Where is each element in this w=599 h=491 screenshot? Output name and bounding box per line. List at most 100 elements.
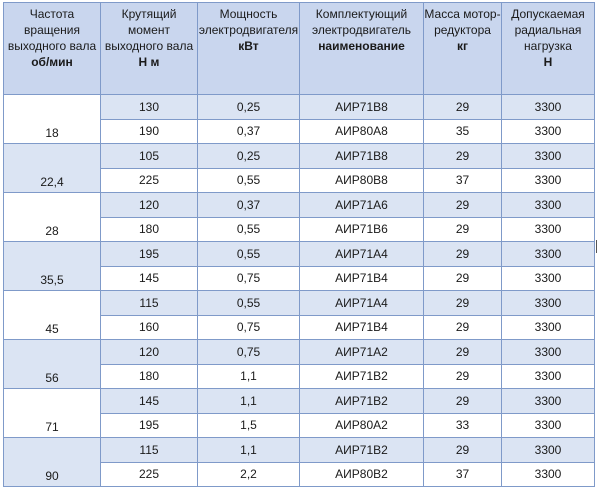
torque-cell: 180 (100, 363, 198, 389)
motor-model-cell: АИР71В8 (299, 143, 424, 169)
radial-load-cell: 3300 (501, 437, 595, 463)
torque-cell: 190 (100, 118, 198, 144)
power-cell: 0,55 (197, 167, 300, 193)
speed-cell: 22,4 (3, 143, 101, 193)
header-row: Частота вращения выходного вала об/мин Кр… (3, 2, 595, 95)
motor-model-cell: АИР71А2 (299, 339, 424, 365)
table-row: 145 0,75 АИР71В4 29 3300 (4, 265, 595, 291)
power-cell: 1,1 (197, 363, 300, 389)
torque-cell: 195 (100, 412, 198, 438)
header-text: Комплектующий электродвигатель (312, 7, 411, 37)
radial-load-cell: 3300 (501, 290, 595, 316)
header-unit: кВт (238, 39, 259, 53)
torque-cell: 225 (100, 167, 198, 193)
radial-load-cell: 3300 (501, 339, 595, 365)
radial-load-cell: 3300 (501, 241, 595, 267)
torque-cell: 130 (100, 94, 198, 120)
speed-cell: 56 (3, 339, 101, 389)
radial-load-cell: 3300 (501, 94, 595, 120)
table-row: 190 0,37 АИР80А8 35 3300 (4, 118, 595, 144)
power-cell: 1,1 (197, 388, 300, 414)
speed-cell: 45 (3, 290, 101, 340)
power-cell: 1,1 (197, 437, 300, 463)
header-unit: Н м (138, 55, 160, 69)
motor-model-cell: АИР71В2 (299, 363, 424, 389)
header-unit: об/мин (31, 55, 73, 69)
table-row: 18 130 0,25 АИР71В8 29 3300 (3, 94, 595, 144)
table-row: 90 115 1,1 АИР71В2 29 3300 (3, 437, 595, 487)
mass-cell: 35 (423, 118, 502, 144)
motor-model-cell: АИР71А4 (299, 290, 424, 316)
power-cell: 0,75 (197, 265, 300, 291)
header-text: Частота вращения выходного вала (7, 7, 97, 53)
mass-cell: 29 (423, 363, 502, 389)
motor-model-cell: АИР71В4 (299, 314, 424, 340)
radial-load-cell: 3300 (501, 363, 595, 389)
header-unit: кг (456, 39, 468, 53)
power-cell: 0,25 (197, 143, 300, 169)
power-cell: 0,55 (197, 241, 300, 267)
radial-load-cell: 3300 (501, 167, 595, 193)
motor-model-cell: АИР80А2 (299, 412, 424, 438)
table-row: 35,5 195 0,55 АИР71А4 29 3300 (3, 241, 595, 291)
table-row: 225 2,2 АИР80В2 37 3300 (4, 461, 595, 487)
radial-load-cell: 3300 (501, 412, 595, 438)
mass-cell: 37 (423, 167, 502, 193)
motor-model-cell: АИР71В6 (299, 216, 424, 242)
table-row: 225 0,55 АИР80В8 37 3300 (4, 167, 595, 193)
motor-model-cell: АИР80В2 (299, 461, 424, 487)
mass-cell: 29 (423, 339, 502, 365)
torque-cell: 180 (100, 216, 198, 242)
mass-cell: 29 (423, 437, 502, 463)
motor-model-cell: АИР71А4 (299, 241, 424, 267)
header-output-speed: Частота вращения выходного вала об/мин (3, 2, 101, 95)
mass-cell: 29 (423, 192, 502, 218)
speed-cell: 35,5 (3, 241, 101, 291)
radial-load-cell: 3300 (501, 388, 595, 414)
radial-load-cell: 3300 (501, 192, 595, 218)
mass-cell: 33 (423, 412, 502, 438)
mass-cell: 29 (423, 94, 502, 120)
header-text: Масса мотор-редуктора (424, 7, 501, 37)
mass-cell: 29 (423, 290, 502, 316)
header-unit: наименование (318, 39, 405, 53)
speed-cell: 18 (3, 94, 101, 144)
motor-model-cell: АИР71В2 (299, 388, 424, 414)
torque-cell: 160 (100, 314, 198, 340)
table-row: 195 1,5 АИР80А2 33 3300 (4, 412, 595, 438)
power-cell: 0,75 (197, 339, 300, 365)
speed-cell: 28 (3, 192, 101, 242)
motor-model-cell: АИР71В8 (299, 94, 424, 120)
table-row: 160 0,75 АИР71В4 29 3300 (4, 314, 595, 340)
header-motor-power: Мощность электродвигателя кВт (197, 2, 300, 95)
header-radial-load: Допускаемая радиальная нагрузка Н (501, 2, 595, 95)
gearmotor-spec-table: Частота вращения выходного вала об/мин Кр… (3, 2, 595, 487)
torque-cell: 105 (100, 143, 198, 169)
torque-cell: 195 (100, 241, 198, 267)
motor-model-cell: АИР71А6 (299, 192, 424, 218)
mass-cell: 29 (423, 241, 502, 267)
table-row: 180 1,1 АИР71В2 29 3300 (4, 363, 595, 389)
radial-load-cell: 3300 (501, 216, 595, 242)
table-row: 45 115 0,55 АИР71А4 29 3300 (3, 290, 595, 340)
header-text: Мощность электродвигателя (198, 7, 299, 37)
table-row: 22,4 105 0,25 АИР71В8 29 3300 (3, 143, 595, 193)
table-row: 28 120 0,37 АИР71А6 29 3300 (3, 192, 595, 242)
torque-cell: 115 (100, 290, 198, 316)
radial-load-cell: 3300 (501, 461, 595, 487)
radial-load-cell: 3300 (501, 314, 595, 340)
radial-load-cell: 3300 (501, 265, 595, 291)
motor-model-cell: АИР71В2 (299, 437, 424, 463)
motor-model-cell: АИР80В8 (299, 167, 424, 193)
power-cell: 0,25 (197, 94, 300, 120)
header-output-torque: Крутящий момент выходного вала Н м (100, 2, 198, 95)
torque-cell: 115 (100, 437, 198, 463)
torque-cell: 145 (100, 265, 198, 291)
power-cell: 2,2 (197, 461, 300, 487)
power-cell: 0,37 (197, 192, 300, 218)
mass-cell: 29 (423, 314, 502, 340)
table-row: 56 120 0,75 АИР71А2 29 3300 (3, 339, 595, 389)
mass-cell: 29 (423, 216, 502, 242)
power-cell: 0,55 (197, 216, 300, 242)
speed-cell: 71 (3, 388, 101, 438)
